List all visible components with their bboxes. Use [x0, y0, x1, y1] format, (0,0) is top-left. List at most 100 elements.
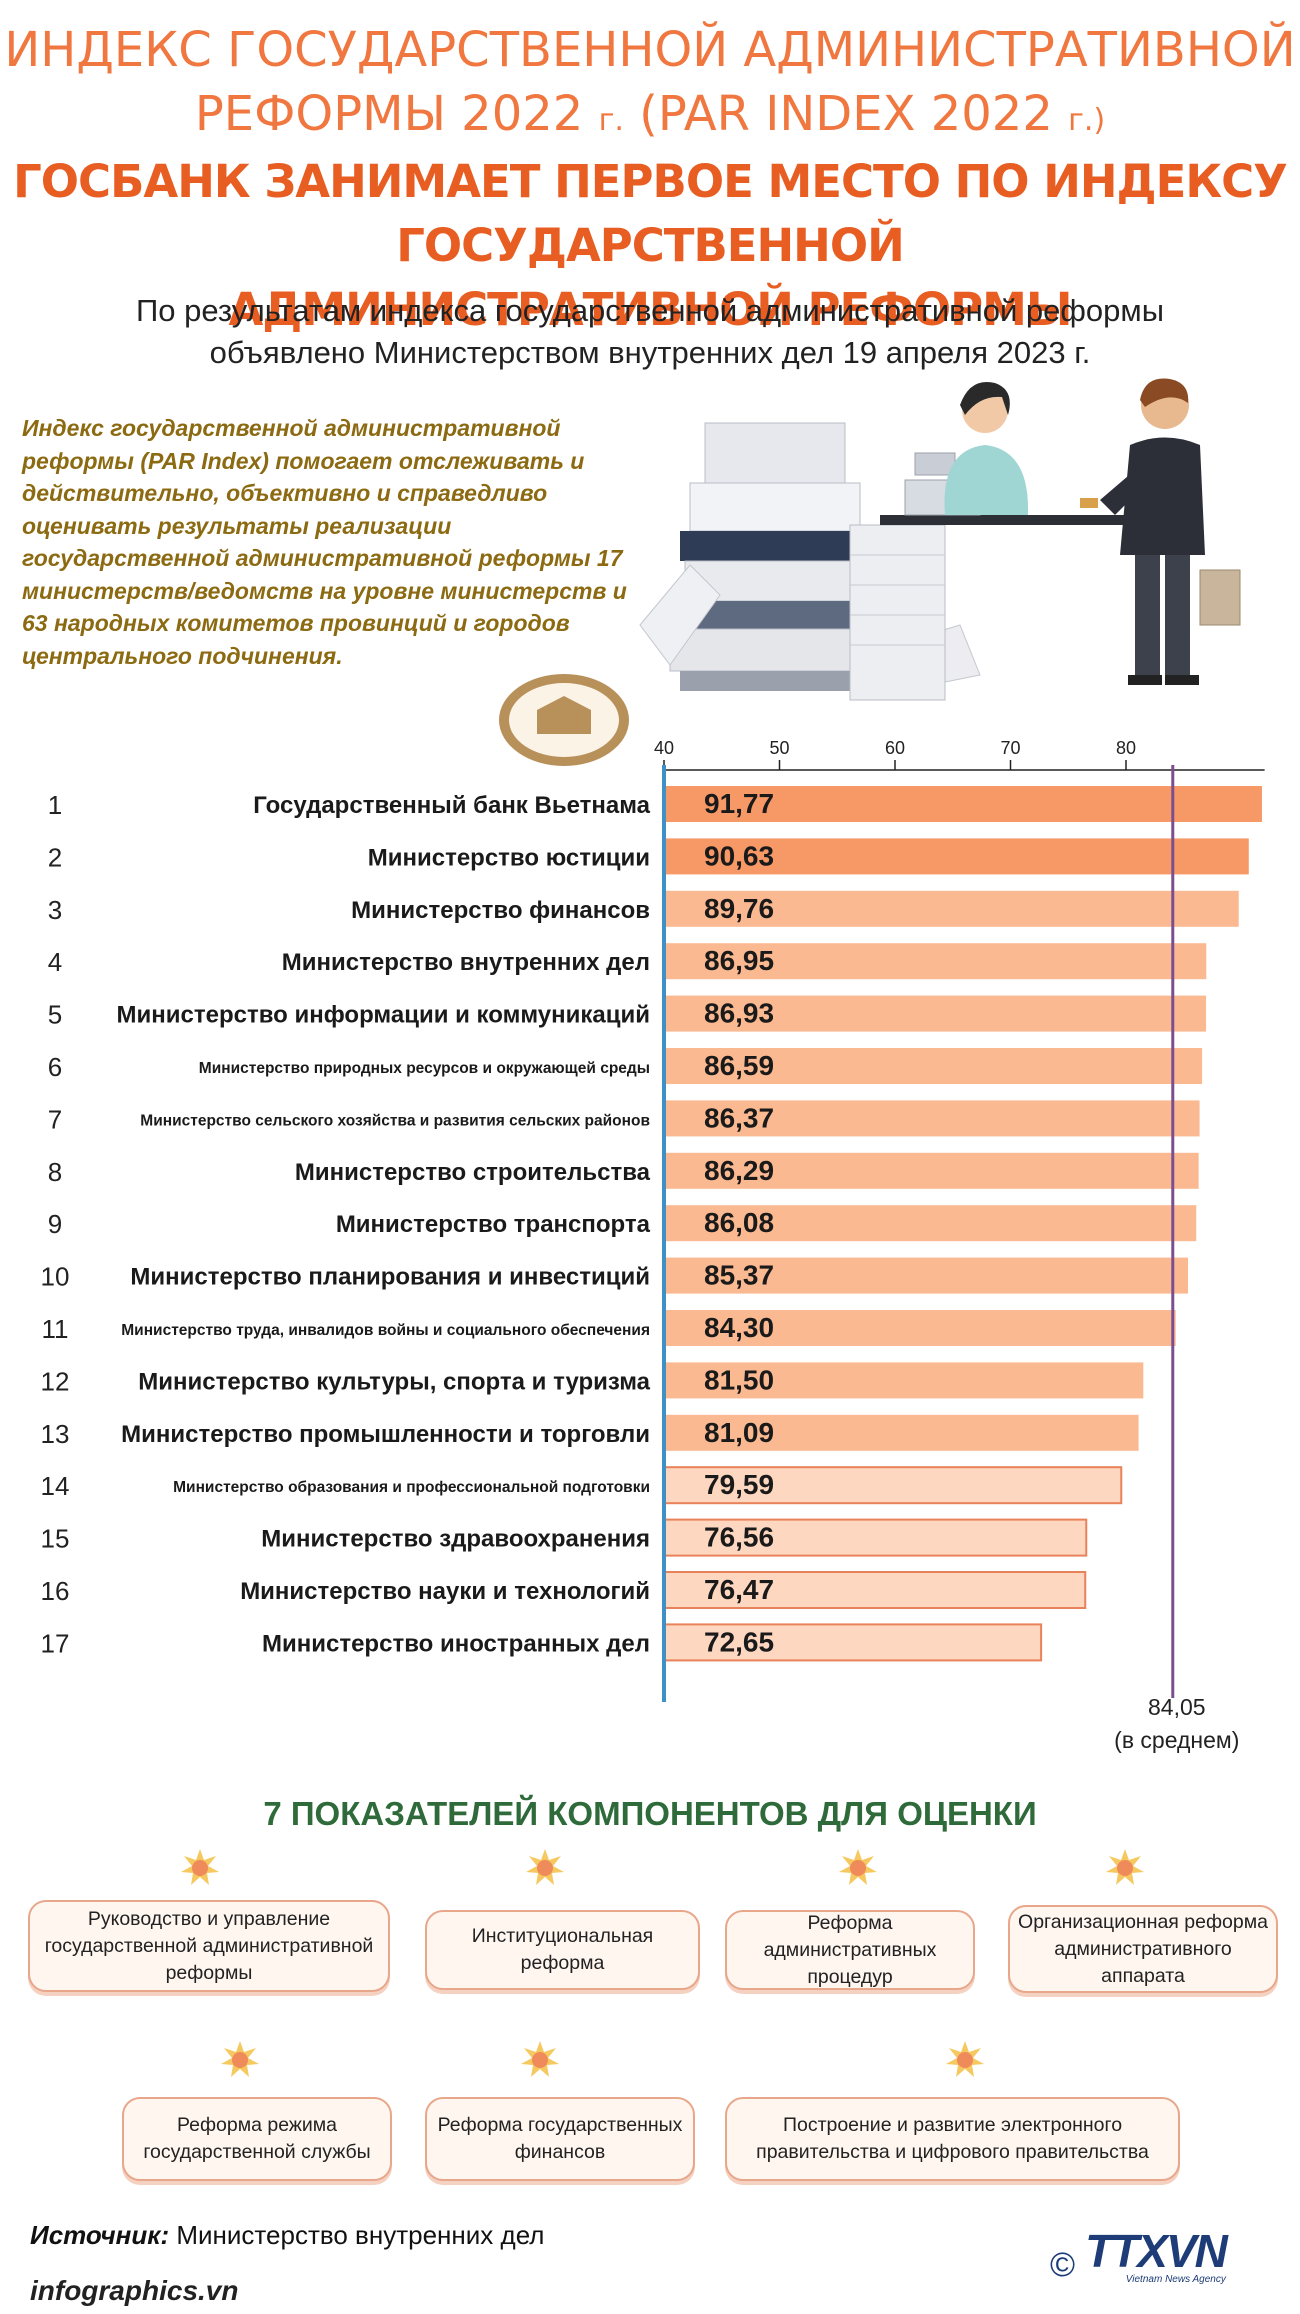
average-value-label: 84,05 [1148, 1694, 1206, 1720]
bar [664, 1205, 1197, 1242]
component-box: Организационная реформа административног… [1008, 1905, 1278, 1993]
title-line2-c: (PAR INDEX 2022 [639, 86, 1053, 142]
bar [664, 890, 1239, 927]
source-line: Источник: Министерство внутренних дел [30, 2220, 544, 2251]
bar [664, 995, 1207, 1032]
bar [664, 1152, 1199, 1189]
document-stack-icon [849, 524, 946, 701]
category-label: Министерство здравоохранения [261, 1526, 650, 1553]
main-title: ИНДЕКС ГОСУДАРСТВЕННОЙ АДМИНИСТРАТИВНОЙ … [0, 18, 1300, 153]
category-label: Министерство промышленности и торговли [121, 1421, 650, 1448]
subtitle-line2: объявлено Министерством внутренних дел 1… [209, 335, 1091, 370]
headline-line2: АДМИНИСТРАТИВНОЙ РЕФОРМЫ [228, 283, 1072, 336]
bar-value-label: 86,29 [704, 1155, 774, 1186]
x-tick-label: 60 [885, 738, 905, 758]
bar [664, 1362, 1144, 1399]
copyright-icon: © [1050, 2246, 1076, 2284]
par-index-bar-chart: 40 50 60 70 80 91,77 1 Государственный банк Вье… [41, 738, 1265, 1753]
rank-label: 13 [41, 1419, 70, 1449]
category-label: Министерство внутренних дел [282, 949, 650, 976]
subtitle-line1: По результатам индекса государственной а… [136, 293, 1164, 328]
bar-value-label: 86,08 [704, 1207, 774, 1238]
bar [663, 1571, 1087, 1609]
source-value: Министерство внутренних дел [176, 2220, 545, 2250]
category-label: Министерство культуры, спорта и туризма [138, 1368, 650, 1395]
bar [664, 1257, 1189, 1294]
rank-label: 10 [41, 1262, 70, 1292]
rank-label: 14 [41, 1471, 70, 1501]
rank-label: 2 [48, 842, 62, 872]
headline: ГОСБАНК ЗАНИМАЕТ ПЕРВОЕ МЕСТО ПО ИНДЕКСУ… [0, 150, 1300, 342]
bar [664, 943, 1207, 980]
category-label: Министерство строительства [295, 1159, 651, 1186]
agency-logo: © TTXVN Vietnam News Agency [1050, 2225, 1228, 2285]
bar-value-label: 86,59 [704, 1050, 774, 1081]
bar-value-label: 91,77 [704, 788, 774, 819]
paper-stack-icon [639, 422, 981, 696]
category-label: Министерство сельского хозяйства и разви… [140, 1112, 650, 1129]
bar [664, 1048, 1203, 1084]
bar-value-label: 72,65 [704, 1626, 774, 1657]
bar [664, 786, 1262, 822]
businessman-icon [1100, 378, 1241, 685]
subtitle: По результатам индекса государственной а… [60, 290, 1240, 374]
agency-logo-text: TTXVN [1085, 2225, 1228, 2277]
rank-label: 8 [48, 1157, 62, 1187]
category-label: Министерство природных ресурсов и окружа… [199, 1060, 650, 1077]
component-box: Реформа режима государственной службы [122, 2097, 392, 2181]
clerk-icon [944, 381, 1029, 515]
bar [664, 1414, 1139, 1451]
x-tick-label: 40 [654, 738, 674, 758]
rank-label: 1 [48, 790, 62, 820]
agency-logo-sub: Vietnam News Agency [1125, 2274, 1226, 2285]
bar-value-label: 89,76 [704, 893, 774, 924]
site-name: infographics.vn [30, 2275, 239, 2306]
bar [663, 1466, 1123, 1505]
bar [664, 838, 1249, 875]
category-label: Министерство планирования и инвестиций [130, 1264, 650, 1291]
office-illustration [639, 378, 1241, 701]
component-box: Институциональная реформа [425, 1910, 700, 1990]
category-label: Министерство информации и коммуникаций [117, 1002, 651, 1029]
average-text-label: (в среднем) [1114, 1727, 1239, 1753]
bar [664, 1310, 1176, 1346]
intro-text: Индекс государственной административной … [22, 415, 627, 669]
component-box: Реформа государственных финансов [425, 2097, 695, 2181]
bar-value-label: 86,95 [704, 945, 774, 976]
components-title: 7 ПОКАЗАТЕЛЕЙ КОМПОНЕНТОВ ДЛЯ ОЦЕНКИ [263, 1795, 1037, 1832]
title-line2: РЕФОРМЫ 2022 г. (PAR INDEX 2022 г.) [0, 82, 1300, 153]
title-line1: ИНДЕКС ГОСУДАРСТВЕННОЙ АДМИНИСТРАТИВНОЙ [4, 22, 1296, 78]
bar [663, 1518, 1088, 1557]
component-box: Реформа административных процедур [725, 1910, 975, 1990]
bar-value-label: 86,37 [704, 1102, 774, 1133]
rank-label: 7 [48, 1104, 62, 1134]
category-label: Государственный банк Вьетнама [253, 792, 650, 819]
rank-label: 9 [48, 1209, 62, 1239]
component-box: Руководство и управление государственной… [28, 1900, 390, 1992]
bar-value-label: 81,50 [704, 1364, 774, 1395]
counter-icon [880, 515, 1150, 525]
bar-value-label: 90,63 [704, 840, 774, 871]
x-tick-label: 80 [1116, 738, 1136, 758]
rank-label: 17 [41, 1628, 70, 1658]
bar-value-label: 81,09 [704, 1417, 774, 1448]
bar-value-label: 86,93 [704, 998, 774, 1029]
state-bank-seal-icon [499, 674, 629, 766]
category-label: Министерство науки и технологий [240, 1578, 650, 1605]
rank-label: 16 [41, 1576, 70, 1606]
bar-value-label: 79,59 [704, 1469, 774, 1500]
flower-icon [221, 2041, 259, 2077]
flower-icon [526, 1849, 564, 1885]
bar [664, 1100, 1200, 1137]
x-tick-label: 70 [1000, 738, 1020, 758]
x-tick-label: 50 [769, 738, 789, 758]
rank-label: 6 [48, 1052, 62, 1082]
flower-icon [946, 2041, 984, 2077]
title-line2-b: г. [598, 103, 624, 138]
bar-value-label: 85,37 [704, 1260, 774, 1291]
category-label: Министерство финансов [351, 897, 650, 924]
rank-label: 15 [41, 1524, 70, 1554]
flower-icon [521, 2041, 559, 2077]
component-box: Построение и развитие электронного прави… [725, 2097, 1180, 2181]
source-label: Источник: [30, 2220, 170, 2250]
